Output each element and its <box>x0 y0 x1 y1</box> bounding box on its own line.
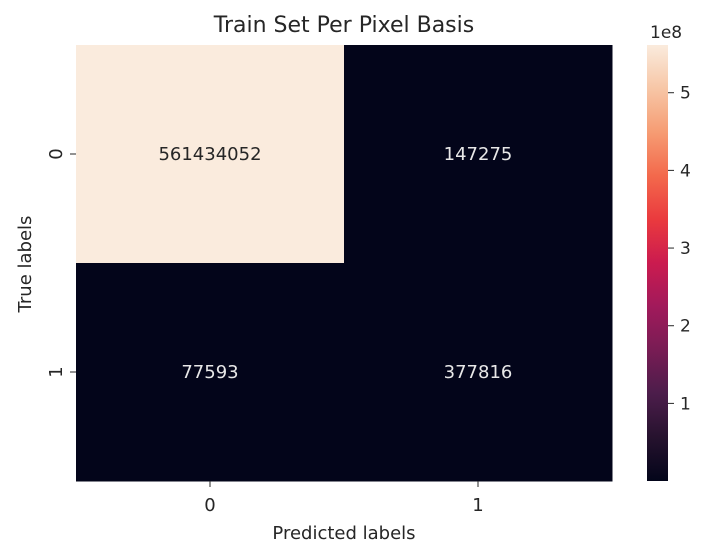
colorbar-tick-label: 4 <box>680 161 691 181</box>
heatmap-cell <box>76 263 345 482</box>
heatmap-cells <box>76 45 613 482</box>
heatmap-cell <box>344 263 613 482</box>
colorbar-scale-label: 1e8 <box>650 23 682 43</box>
y-tick-label: 1 <box>46 366 67 377</box>
y-tick-label: 0 <box>46 148 67 159</box>
x-tick-label: 0 <box>204 495 215 516</box>
heatmap-cell <box>344 45 613 264</box>
x-axis-label: Predicted labels <box>272 523 415 544</box>
y-axis-label: True labels <box>15 216 36 314</box>
chart-title: Train Set Per Pixel Basis <box>213 13 474 38</box>
heatmap-cell <box>76 45 345 264</box>
colorbar-tick-label: 5 <box>680 84 691 104</box>
heatmap-cell-label: 561434052 <box>158 144 261 165</box>
colorbar-tick-label: 3 <box>680 239 691 259</box>
heatmap-cell-labels: 561434052 147275 77593 377816 <box>158 144 512 383</box>
heatmap-cell-label: 377816 <box>444 362 513 383</box>
heatmap-cell-label: 147275 <box>444 144 513 165</box>
colorbar <box>647 45 668 481</box>
heatmap-cell-label: 77593 <box>181 362 238 383</box>
colorbar-ticks: 1 2 3 4 5 <box>668 84 691 414</box>
x-tick-label: 1 <box>472 495 483 516</box>
colorbar-tick-label: 1 <box>680 394 691 414</box>
colorbar-tick-label: 2 <box>680 317 691 337</box>
y-axis-ticks: 01 <box>46 148 76 378</box>
